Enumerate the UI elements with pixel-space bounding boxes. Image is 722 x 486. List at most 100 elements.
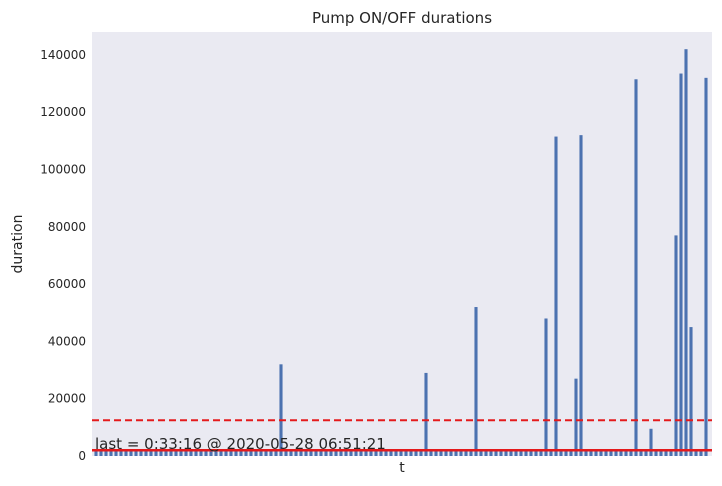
bar [494, 450, 498, 456]
bar [369, 450, 373, 456]
bar [294, 450, 298, 456]
bar [669, 450, 673, 456]
bar [164, 450, 168, 456]
bar [324, 450, 328, 456]
plot-background [92, 32, 712, 456]
bar [629, 450, 633, 456]
bar [524, 450, 528, 456]
bar [404, 450, 408, 456]
bar [619, 450, 623, 456]
bar [224, 450, 228, 456]
bar [379, 450, 383, 456]
bar [199, 450, 203, 456]
bar [439, 450, 443, 456]
bar [664, 450, 668, 456]
bar [514, 450, 518, 456]
bar [449, 450, 453, 456]
bar [154, 450, 158, 456]
bar [689, 327, 693, 456]
bar [429, 450, 433, 456]
bar [189, 450, 193, 456]
bars-group [94, 49, 708, 457]
bar [604, 450, 608, 456]
bar [179, 450, 183, 456]
y-tick-label: 120000 [40, 105, 86, 119]
last-value-annotation: last = 0:33:16 @ 2020-05-28 06:51:21 [95, 435, 386, 453]
bar [204, 450, 208, 456]
bar [579, 135, 583, 456]
bar [479, 450, 483, 456]
bar [539, 450, 543, 456]
bar [529, 450, 533, 456]
bar [134, 450, 138, 456]
bar [609, 450, 613, 456]
bar [159, 450, 163, 456]
bar [584, 450, 588, 456]
bar [299, 450, 303, 456]
bar [589, 450, 593, 456]
bar [649, 428, 653, 456]
bar [354, 450, 358, 456]
bar [564, 450, 568, 456]
bar [254, 450, 258, 456]
bar [94, 450, 98, 456]
bar [569, 450, 573, 456]
bar [454, 450, 458, 456]
y-tick-label: 140000 [40, 48, 86, 62]
bar [124, 450, 128, 456]
bar [659, 450, 663, 456]
bar [534, 450, 538, 456]
bar [139, 450, 143, 456]
bar [679, 73, 683, 456]
bar [414, 450, 418, 456]
bar [419, 450, 423, 456]
bar [374, 450, 378, 456]
bar [549, 450, 553, 456]
bar [674, 235, 678, 456]
bar [99, 450, 103, 456]
bar [639, 450, 643, 456]
bar [364, 450, 368, 456]
bar [269, 450, 273, 456]
bar [249, 450, 253, 456]
bar [614, 450, 618, 456]
bar [509, 450, 513, 456]
bar [559, 450, 563, 456]
bar [359, 450, 363, 456]
bar [699, 450, 703, 456]
bar [349, 450, 353, 456]
bar [109, 450, 113, 456]
bar [654, 450, 658, 456]
bar [194, 450, 198, 456]
bar [174, 450, 178, 456]
bar [149, 450, 153, 456]
bar [444, 450, 448, 456]
chart-title: Pump ON/OFF durations [312, 9, 492, 27]
bar [104, 450, 108, 456]
y-tick-label: 20000 [48, 392, 86, 406]
bar [329, 450, 333, 456]
bar [219, 450, 223, 456]
bar [239, 450, 243, 456]
bar [334, 450, 338, 456]
bar [594, 450, 598, 456]
bar [279, 364, 283, 456]
bar [274, 450, 278, 456]
y-tick-label: 0 [78, 449, 86, 463]
bar [284, 450, 288, 456]
bar [394, 450, 398, 456]
bar [599, 450, 603, 456]
bar [544, 318, 548, 456]
bar [209, 450, 213, 456]
bar [504, 450, 508, 456]
y-tick-label: 100000 [40, 163, 86, 177]
bar [119, 450, 123, 456]
y-ticks-group: 0 20000 40000 60000 80000 100000 120000 140000 [40, 48, 86, 463]
bar [459, 450, 463, 456]
bar [694, 450, 698, 456]
bar [344, 450, 348, 456]
bar [634, 79, 638, 457]
bar [409, 450, 413, 456]
bar [169, 450, 173, 456]
